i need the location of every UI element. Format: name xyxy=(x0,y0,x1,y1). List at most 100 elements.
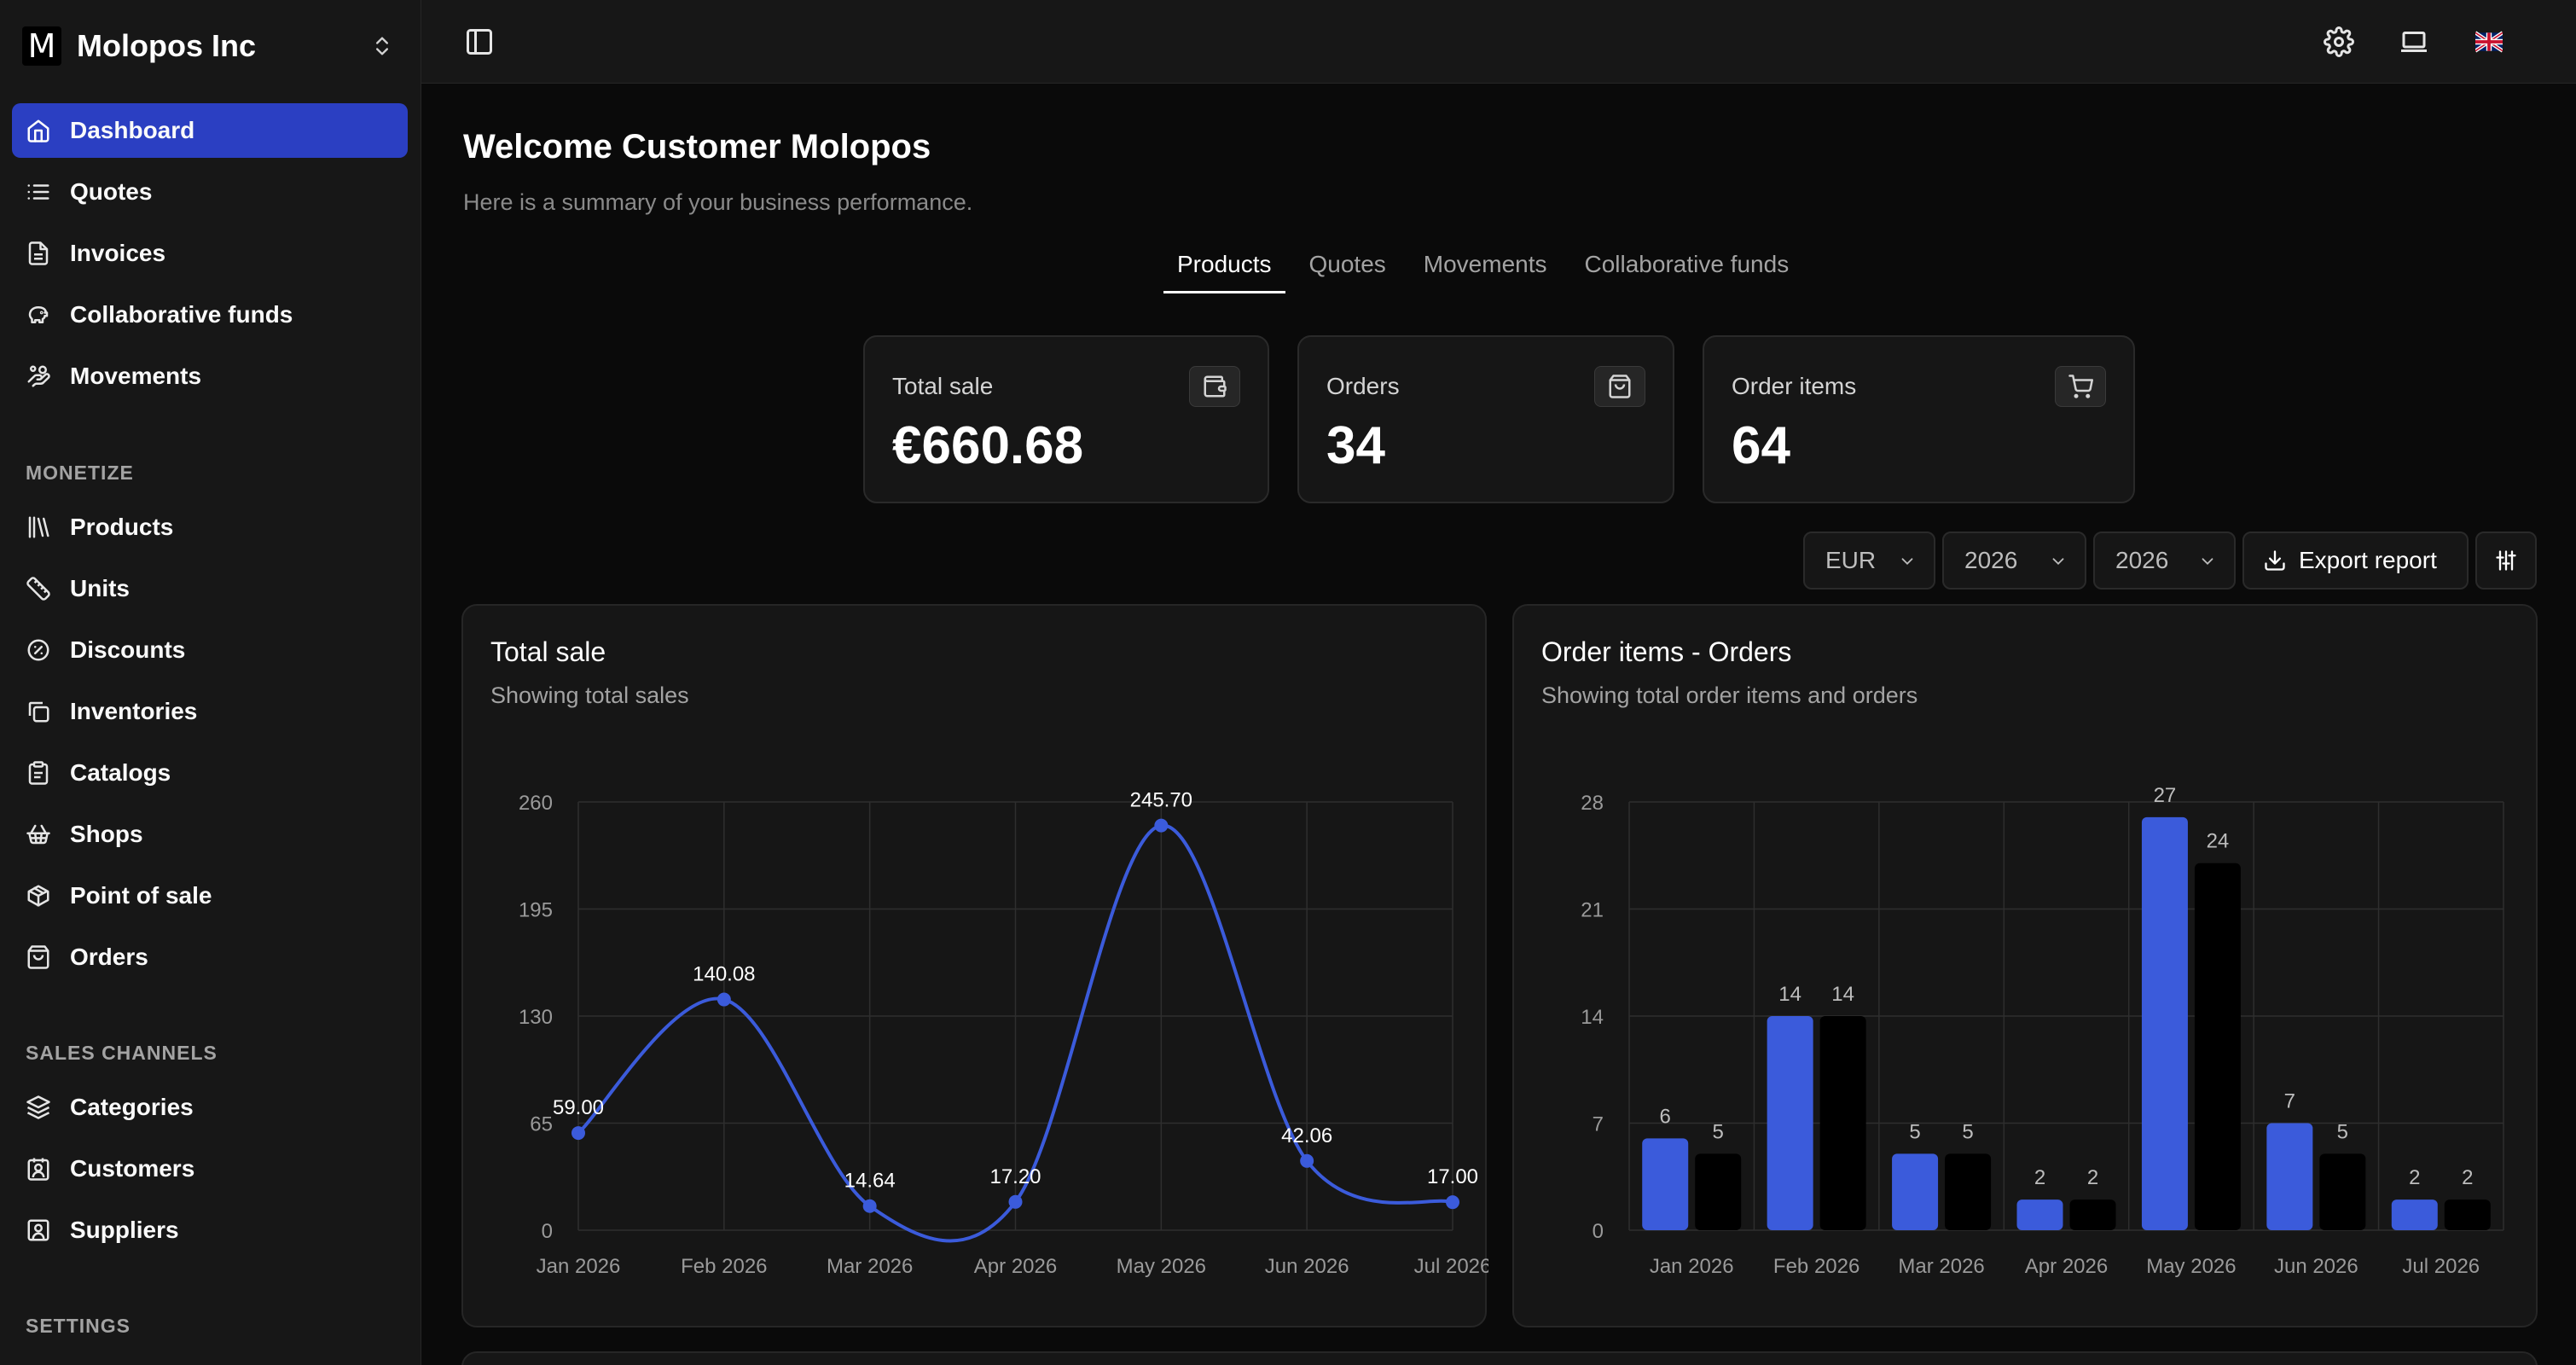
bar[interactable] xyxy=(1945,1153,1992,1230)
stat-icon-box xyxy=(1594,366,1645,407)
toggle-sidebar-button[interactable] xyxy=(461,23,498,61)
piggy-bank-icon xyxy=(28,306,49,323)
bar[interactable] xyxy=(2444,1199,2491,1230)
chart-title: Total sale xyxy=(490,636,606,667)
section-title-sales-channels: SALES CHANNELS xyxy=(26,1042,218,1064)
year-to-select[interactable]: 2026 xyxy=(2093,531,2236,590)
sidebar-item-orders[interactable]: Orders xyxy=(12,930,408,985)
y-tick-label: 28 xyxy=(1581,792,1604,815)
sidebar-item-shops[interactable]: Shops xyxy=(12,807,408,862)
file-icon xyxy=(28,241,49,265)
data-point[interactable] xyxy=(1300,1153,1314,1168)
bar[interactable] xyxy=(1642,1138,1689,1230)
data-label: 7 xyxy=(2284,1090,2295,1113)
year-from-value: 2026 xyxy=(1964,547,2018,573)
sidebar-item-label: Catalogs xyxy=(70,759,171,786)
stat-value: €660.68 xyxy=(892,416,1084,475)
sliders-icon xyxy=(2496,550,2516,571)
tab-quotes[interactable]: Quotes xyxy=(1308,251,1386,277)
y-tick-label: 0 xyxy=(1593,1220,1604,1243)
shopping-bag-icon xyxy=(1609,375,1631,398)
y-tick-label: 7 xyxy=(1593,1113,1604,1136)
language-button[interactable] xyxy=(2470,23,2508,61)
currency-value: EUR xyxy=(1825,547,1877,573)
data-point[interactable] xyxy=(571,1126,585,1141)
next-panel xyxy=(461,1351,2538,1365)
org-switcher[interactable]: M Molopos Inc xyxy=(22,22,408,70)
page-subtitle: Here is a summary of your business perfo… xyxy=(463,189,973,215)
export-report-button[interactable]: Export report xyxy=(2242,531,2469,590)
data-label: 59.00 xyxy=(553,1096,604,1119)
bar[interactable] xyxy=(2194,863,2241,1230)
tab-collaborative-funds[interactable]: Collaborative funds xyxy=(1584,251,1790,277)
data-label: 245.70 xyxy=(1130,789,1192,812)
data-point[interactable] xyxy=(717,992,731,1007)
bar[interactable] xyxy=(2266,1123,2313,1231)
sidebar-item-label: Products xyxy=(70,514,174,540)
sidebar-item-movements[interactable]: Movements xyxy=(12,349,408,404)
sidebar-item-customers[interactable]: Customers xyxy=(12,1141,408,1196)
sidebar-item-dashboard[interactable]: Dashboard xyxy=(12,103,408,158)
sidebar-item-label: Orders xyxy=(70,944,148,970)
stat-card-order-items: Order items 64 xyxy=(1703,335,2135,503)
sidebar-item-suppliers[interactable]: Suppliers xyxy=(12,1203,408,1258)
bar[interactable] xyxy=(1819,1016,1866,1230)
data-label: 14 xyxy=(1831,983,1854,1006)
chart-settings-button[interactable] xyxy=(2475,531,2537,590)
bar[interactable] xyxy=(2391,1199,2438,1230)
year-from-select[interactable]: 2026 xyxy=(1942,531,2086,590)
y-tick-label: 21 xyxy=(1581,899,1604,922)
data-label: 5 xyxy=(1962,1120,1973,1143)
bar[interactable] xyxy=(2016,1199,2063,1230)
sidebar-item-products[interactable]: Products xyxy=(12,500,408,555)
bar[interactable] xyxy=(2141,816,2188,1230)
bar[interactable] xyxy=(1695,1153,1742,1230)
data-point[interactable] xyxy=(862,1199,877,1213)
sidebar-item-label: Dashboard xyxy=(70,117,195,143)
stat-card-total-sale: Total sale €660.68 xyxy=(863,335,1269,503)
data-point[interactable] xyxy=(1154,818,1169,833)
y-tick-label: 0 xyxy=(542,1220,553,1243)
x-tick-label: Jul 2026 xyxy=(2402,1255,2480,1278)
package-icon xyxy=(27,885,49,907)
tab-products[interactable]: Products xyxy=(1163,246,1285,293)
bar[interactable] xyxy=(2319,1153,2366,1230)
sidebar-item-label: Units xyxy=(70,575,130,601)
bar[interactable] xyxy=(1892,1153,1939,1230)
sidebar-item-inventories[interactable]: Inventories xyxy=(12,684,408,739)
clipboard-icon xyxy=(28,761,49,785)
theme-button[interactable] xyxy=(2395,23,2433,61)
data-label: 140.08 xyxy=(693,963,755,986)
bar[interactable] xyxy=(2069,1199,2116,1230)
settings-button[interactable] xyxy=(2320,23,2358,61)
sidebar: M Molopos Inc Dashboard Quotes Invoices … xyxy=(0,0,421,1365)
currency-select[interactable]: EUR xyxy=(1803,531,1935,590)
tab-movements[interactable]: Movements xyxy=(1423,251,1547,277)
x-tick-label: Jun 2026 xyxy=(1265,1255,1349,1278)
data-label: 14 xyxy=(1778,983,1801,1006)
sidebar-item-point-of-sale[interactable]: Point of sale xyxy=(12,868,408,923)
chart-subtitle: Showing total order items and orders xyxy=(1541,682,1918,708)
stat-value: 64 xyxy=(1732,416,1790,475)
sidebar-item-collaborative-funds[interactable]: Collaborative funds xyxy=(12,288,408,342)
x-tick-label: Apr 2026 xyxy=(2025,1255,2108,1278)
sidebar-item-label: Collaborative funds xyxy=(70,301,293,328)
sidebar-item-units[interactable]: Units xyxy=(12,561,408,616)
library-icon xyxy=(28,516,49,538)
chevron-down-icon xyxy=(2052,558,2064,566)
bar[interactable] xyxy=(1767,1016,1813,1230)
x-tick-label: Mar 2026 xyxy=(1898,1255,1984,1278)
sidebar-item-categories[interactable]: Categories xyxy=(12,1080,408,1135)
sidebar-item-invoices[interactable]: Invoices xyxy=(12,226,408,281)
data-point[interactable] xyxy=(1008,1194,1023,1209)
sidebar-item-quotes[interactable]: Quotes xyxy=(12,165,408,219)
stat-value: 34 xyxy=(1326,416,1385,475)
sidebar-item-discounts[interactable]: Discounts xyxy=(12,623,408,677)
sidebar-item-catalogs[interactable]: Catalogs xyxy=(12,746,408,800)
sidebar-item-label: Categories xyxy=(70,1094,194,1120)
data-label: 24 xyxy=(2207,830,2230,853)
chart-title: Order items - Orders xyxy=(1541,636,1792,667)
data-point[interactable] xyxy=(1446,1195,1459,1210)
data-label: 17.20 xyxy=(989,1165,1041,1188)
tab-bar: Products Quotes Movements Collaborative … xyxy=(1163,246,1813,293)
